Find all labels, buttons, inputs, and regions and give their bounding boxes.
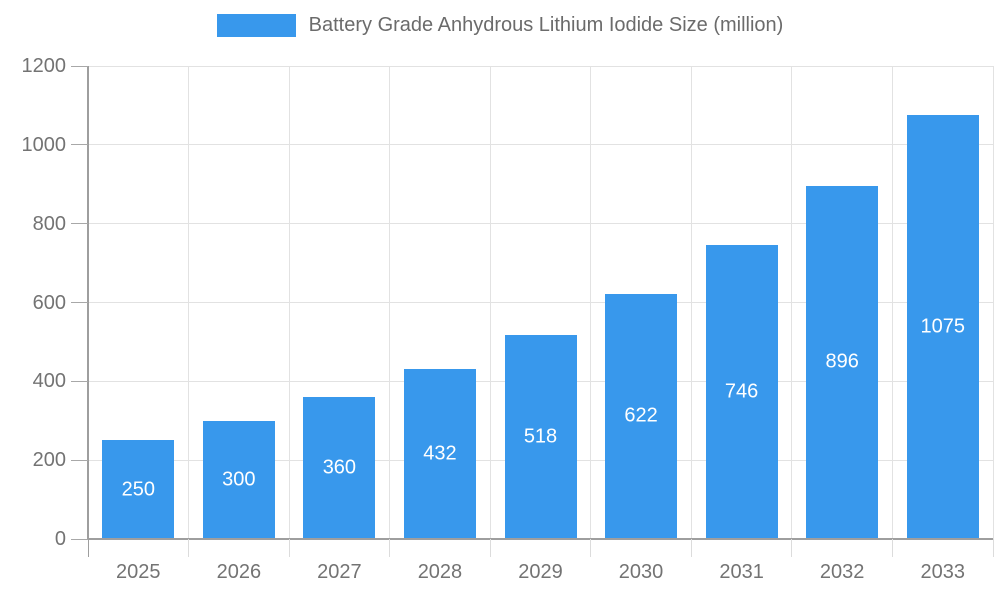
- gridline-vertical: [791, 66, 793, 539]
- x-axis-line: [87, 538, 993, 540]
- legend[interactable]: Battery Grade Anhydrous Lithium Iodide S…: [0, 14, 1000, 37]
- x-axis-tick: [690, 539, 692, 557]
- x-axis-tick: [288, 539, 290, 557]
- bar-value-label: 300: [222, 468, 256, 491]
- legend-label: Battery Grade Anhydrous Lithium Iodide S…: [308, 14, 784, 36]
- x-axis-label: 2026: [216, 561, 262, 583]
- bar-value-label: 746: [724, 380, 759, 403]
- bar-value-label: 250: [121, 478, 155, 501]
- x-axis-tick: [791, 539, 793, 557]
- x-axis-tick: [590, 539, 592, 557]
- x-axis-label: 2030: [618, 561, 664, 583]
- y-axis-tick: [71, 380, 88, 382]
- gridline-vertical: [891, 66, 893, 539]
- bar-2030[interactable]: 622: [605, 293, 678, 539]
- y-axis-tick: [71, 65, 88, 67]
- legend-swatch: [216, 14, 296, 37]
- gridline-vertical: [590, 66, 592, 539]
- bar-2025[interactable]: 250: [102, 440, 175, 539]
- gridline-vertical: [389, 66, 391, 539]
- gridline-horizontal: [88, 65, 993, 67]
- y-axis-tick: [71, 538, 88, 540]
- gridline-vertical: [992, 66, 994, 539]
- x-axis-label: 2032: [819, 561, 865, 583]
- y-axis-label: 1200: [21, 55, 67, 77]
- x-axis-label: 2031: [719, 561, 764, 583]
- y-axis-label: 400: [32, 370, 66, 393]
- y-axis-tick: [71, 223, 88, 225]
- gridline-horizontal: [88, 223, 993, 225]
- bar-value-label: 896: [825, 350, 859, 373]
- bar-2027[interactable]: 360: [303, 397, 376, 539]
- gridline-horizontal: [88, 302, 993, 303]
- gridline-horizontal: [88, 144, 993, 146]
- y-axis-label: 600: [32, 291, 66, 314]
- y-axis-label: 800: [32, 212, 66, 235]
- y-axis-label: 0: [54, 528, 66, 550]
- y-axis-tick: [71, 302, 88, 303]
- bar-2031[interactable]: 746: [705, 244, 778, 539]
- x-axis-tick: [87, 539, 89, 557]
- x-axis-label: 2027: [317, 561, 362, 583]
- x-axis-tick: [992, 539, 994, 557]
- y-axis-tick: [71, 144, 88, 146]
- bar-value-label: 360: [322, 456, 357, 479]
- bar-value-label: 518: [523, 425, 558, 448]
- x-axis-tick: [188, 539, 190, 557]
- y-axis-label: 200: [32, 449, 66, 472]
- gridline-vertical: [288, 66, 290, 539]
- x-axis-label: 2033: [920, 561, 965, 583]
- y-axis-label: 1000: [21, 133, 67, 156]
- gridline-vertical: [690, 66, 692, 539]
- x-axis-tick: [891, 539, 893, 557]
- bar-2032[interactable]: 896: [806, 185, 879, 539]
- bar-value-label: 1075: [920, 315, 965, 338]
- bar-2029[interactable]: 518: [504, 334, 577, 539]
- y-axis-line: [87, 66, 89, 540]
- bar-2028[interactable]: 432: [403, 368, 476, 539]
- x-axis-tick: [389, 539, 391, 557]
- gridline-vertical: [489, 66, 491, 539]
- bar-value-label: 622: [624, 404, 658, 427]
- gridline-vertical: [188, 66, 190, 539]
- bar-2026[interactable]: 300: [202, 420, 275, 539]
- x-axis-label: 2028: [417, 561, 463, 583]
- y-axis-tick: [71, 459, 88, 461]
- x-axis-tick: [489, 539, 491, 557]
- bar-2033[interactable]: 1075: [906, 115, 979, 539]
- bar-value-label: 432: [423, 442, 457, 465]
- x-axis-label: 2025: [116, 561, 161, 583]
- x-axis-label: 2029: [518, 561, 563, 583]
